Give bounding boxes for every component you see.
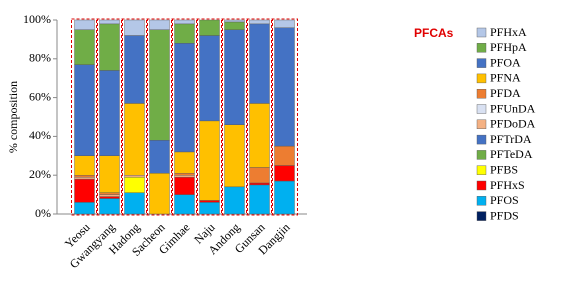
highlight-box — [221, 18, 248, 216]
legend-swatch — [476, 180, 487, 191]
legend-label: PFNA — [490, 71, 521, 85]
bar-segment — [149, 140, 170, 174]
bar-segment — [124, 174, 145, 178]
legend-label: PFTeDA — [490, 147, 533, 161]
highlight-box — [196, 18, 223, 216]
bar-segment — [174, 151, 195, 174]
bar-segment — [124, 19, 145, 36]
bar-segment — [274, 145, 295, 166]
y-axis-label: % composition — [6, 81, 20, 153]
legend-label: PFOA — [490, 55, 521, 69]
bar-segment — [99, 19, 120, 25]
bar-segment — [274, 180, 295, 215]
bar-segment — [74, 19, 95, 30]
legend-swatch — [476, 211, 487, 221]
bar-segment — [274, 19, 295, 28]
bar-segment — [124, 35, 145, 104]
bar-segment — [174, 173, 195, 176]
bar-segment — [174, 43, 195, 153]
bar-segment — [124, 103, 145, 176]
bar-segment — [224, 186, 245, 215]
legend-label: PFDoDA — [490, 117, 536, 131]
bar-segment — [74, 178, 95, 203]
bar-segment — [224, 21, 245, 30]
bar-segment — [124, 192, 145, 215]
bar-segment — [74, 29, 95, 65]
bar-segment — [99, 23, 120, 71]
legend-label: PFUnDA — [490, 101, 536, 115]
bar-segment — [74, 64, 95, 157]
highlight-box — [96, 18, 123, 216]
legend-swatch — [476, 134, 487, 145]
bar-segment — [124, 176, 145, 193]
legend-label: PFDS — [490, 208, 519, 222]
bar-segment — [199, 120, 220, 201]
legend-label: PFOS — [490, 193, 519, 207]
bar-segment — [74, 176, 95, 180]
bar-segment — [174, 23, 195, 44]
highlight-box — [171, 18, 198, 216]
legend-label: PFBS — [490, 162, 518, 176]
legend-swatch — [476, 150, 487, 160]
legend-swatch — [476, 165, 487, 175]
y-tick-label: 60% — [29, 89, 51, 103]
bar-segment — [149, 29, 170, 141]
bar-segment — [274, 27, 295, 147]
bar-segment — [274, 165, 295, 182]
bar-segment — [249, 23, 270, 104]
bar-segment — [249, 103, 270, 168]
legend-swatch — [476, 73, 487, 84]
legend-label: PFDA — [490, 86, 521, 100]
highlight-box — [246, 18, 273, 216]
bar-segment — [99, 196, 120, 199]
legend-label: PFHxA — [490, 25, 527, 39]
bar-segment — [174, 174, 195, 178]
bar-segment — [174, 176, 195, 195]
bar-segment — [174, 194, 195, 215]
bar-segment — [74, 155, 95, 176]
bar-segment — [149, 19, 170, 30]
legend-swatch — [476, 58, 487, 68]
legend-label: PFHpA — [490, 40, 527, 54]
highlight-box — [121, 18, 148, 216]
bar-segment — [249, 167, 270, 184]
legend-swatch — [476, 119, 487, 130]
bar-segment — [249, 182, 270, 186]
bar-segment — [74, 174, 95, 178]
bar-segment — [224, 124, 245, 188]
legend-label: PFHxS — [490, 178, 525, 192]
bar-segment — [199, 19, 220, 36]
bar-segment — [199, 35, 220, 122]
bar-segment — [149, 173, 170, 215]
legend-swatch — [476, 88, 487, 99]
highlight-box — [146, 18, 173, 216]
annotation: PFCAs — [414, 26, 454, 40]
bar-segment — [99, 194, 120, 197]
bar-segment — [249, 19, 270, 25]
bar-segment — [199, 200, 220, 203]
bar-segment — [99, 155, 120, 193]
bar-segment — [224, 19, 245, 23]
bar-segment — [99, 192, 120, 195]
highlight-box — [71, 18, 98, 216]
highlight-box — [271, 18, 298, 216]
legend-swatch — [476, 104, 487, 114]
legend-label: PFTrDA — [490, 132, 532, 146]
legend-swatch — [476, 27, 487, 38]
y-tick-label: 20% — [29, 167, 51, 181]
bar-segment — [174, 19, 195, 25]
bar-segment — [74, 202, 95, 215]
legend-swatch — [476, 196, 487, 206]
y-tick-label: 100% — [23, 12, 51, 26]
y-tick-label: 40% — [29, 128, 51, 142]
y-tick-label: 0% — [35, 206, 51, 220]
bar-segment — [224, 29, 245, 125]
bar-segment — [99, 70, 120, 157]
bar-segment — [199, 202, 220, 215]
legend-swatch — [476, 43, 487, 53]
y-tick-label: 80% — [29, 51, 51, 65]
bar-segment — [249, 184, 270, 215]
bar-segment — [99, 198, 120, 215]
